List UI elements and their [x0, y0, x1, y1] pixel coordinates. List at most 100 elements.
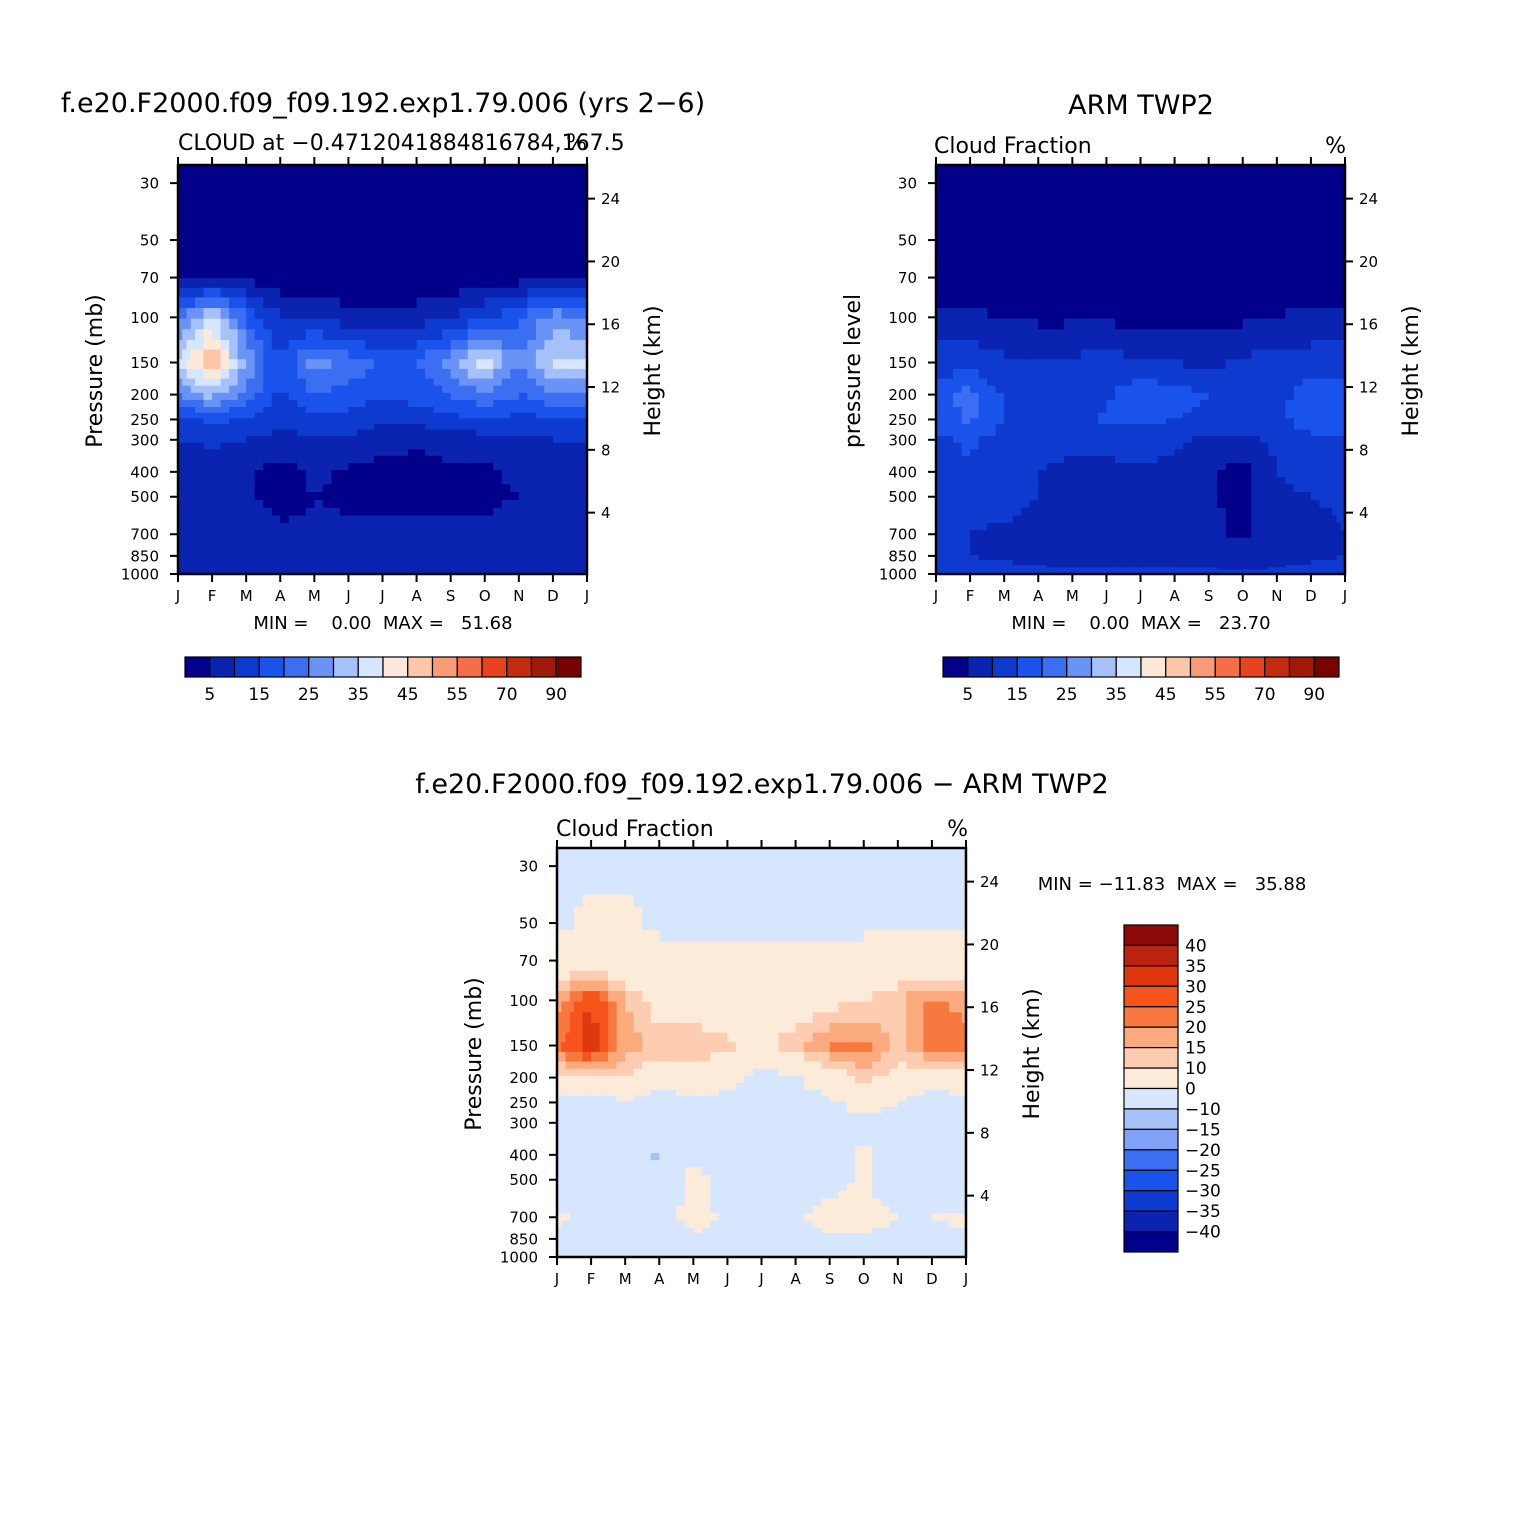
heatmap-cell — [417, 449, 426, 456]
heatmap-cell — [246, 393, 255, 401]
heatmap-cell — [536, 386, 545, 394]
heatmap-cell — [485, 470, 494, 478]
heatmap-cell — [1251, 379, 1260, 387]
heatmap-cell — [970, 340, 979, 350]
heatmap-cell — [1149, 329, 1158, 340]
heatmap-cell — [1149, 463, 1158, 471]
heatmap-cell — [527, 400, 536, 408]
heatmap-cell — [1141, 340, 1150, 350]
heatmap-cell — [1166, 200, 1175, 212]
heatmap-cell — [331, 329, 340, 340]
heatmap-cell — [996, 492, 1005, 500]
heatmap-cell — [374, 413, 383, 419]
heatmap-cell — [272, 508, 281, 516]
heatmap-cell — [1311, 200, 1320, 212]
heatmap-cell — [1328, 340, 1333, 350]
heatmap-cell — [434, 235, 443, 247]
heatmap-cell — [1106, 288, 1115, 298]
heatmap-cell — [1192, 492, 1201, 500]
heatmap-cell — [1294, 165, 1303, 177]
heatmap-cell — [519, 530, 528, 538]
heatmap-cell — [221, 477, 230, 485]
heatmap-cell — [1217, 477, 1226, 485]
heatmap-cell — [493, 418, 502, 424]
heatmap-cell — [357, 308, 366, 319]
heatmap-cell — [1192, 223, 1201, 235]
heatmap-cell — [280, 177, 289, 189]
heatmap-cell — [434, 492, 443, 500]
heatmap-cell — [365, 508, 374, 516]
heatmap-cell — [1055, 393, 1064, 401]
heatmap-cell — [383, 188, 392, 200]
heatmap-cell — [1209, 297, 1218, 308]
heatmap-cell — [493, 369, 502, 379]
heatmap-cell — [1332, 177, 1337, 189]
heatmap-cell — [400, 340, 409, 350]
heatmap-cell — [1055, 538, 1064, 546]
heatmap-cell — [187, 443, 192, 450]
heatmap-cell — [1183, 212, 1192, 224]
heatmap-cell — [1234, 443, 1243, 450]
heatmap-cell — [1260, 430, 1269, 437]
heatmap-cell — [1243, 308, 1252, 319]
heatmap-cell — [314, 308, 323, 319]
heatmap-cell — [221, 560, 230, 566]
heatmap-cell — [1004, 308, 1013, 319]
heatmap-cell — [306, 319, 315, 330]
heatmap-cell — [348, 550, 357, 556]
heatmap-cell — [182, 530, 187, 538]
heatmap-cell — [221, 369, 230, 379]
heatmap-cell — [374, 308, 383, 319]
heatmap-cell — [1047, 470, 1056, 478]
heatmap-cell — [1081, 400, 1090, 408]
heatmap-cell — [204, 463, 213, 471]
heatmap-cell — [1226, 400, 1235, 408]
heatmap-cell — [204, 359, 213, 369]
heatmap-cell — [408, 247, 417, 259]
heatmap-cell — [1098, 247, 1107, 259]
heatmap-cell — [1038, 359, 1047, 369]
heatmap-cell — [544, 308, 553, 319]
heatmap-cell — [536, 329, 545, 340]
heatmap-cell — [434, 500, 443, 508]
heatmap-cell — [1064, 492, 1073, 500]
heatmap-cell — [1200, 223, 1209, 235]
heatmap-cell — [1072, 350, 1081, 360]
heatmap-cell — [459, 484, 468, 492]
heatmap-cell — [940, 223, 945, 235]
heatmap-cell — [536, 530, 545, 538]
heatmap-cell — [527, 329, 536, 340]
heatmap-cell — [570, 555, 575, 561]
heatmap-cell — [1064, 235, 1073, 247]
heatmap-cell — [365, 369, 374, 379]
heatmap-cell — [1013, 247, 1022, 259]
heatmap-cell — [1123, 386, 1132, 394]
heatmap-cell — [996, 456, 1005, 464]
colorbar-label: 25 — [298, 685, 320, 705]
heatmap-cell — [212, 523, 221, 531]
heatmap-cell — [383, 538, 392, 546]
heatmap-cell — [962, 443, 971, 450]
heatmap-cell — [425, 413, 434, 419]
heatmap-cell — [459, 223, 468, 235]
heatmap-cell — [979, 449, 988, 456]
heatmap-cell — [949, 500, 954, 508]
heatmap-cell — [348, 379, 357, 387]
heatmap-cell — [408, 500, 417, 508]
heatmap-cell — [1192, 508, 1201, 516]
heatmap-cell — [1260, 259, 1269, 269]
heatmap-cell — [204, 515, 213, 523]
heatmap-cell — [1175, 477, 1184, 485]
heatmap-cell — [1226, 223, 1235, 235]
heatmap-cell — [1285, 492, 1294, 500]
heatmap-cell — [1158, 350, 1167, 360]
heatmap-cell — [1226, 430, 1235, 437]
heatmap-cell — [331, 268, 340, 278]
heatmap-cell — [272, 393, 281, 401]
colorbar-label: 45 — [397, 685, 419, 705]
heatmap-cell — [1149, 407, 1158, 413]
heatmap-cell — [323, 379, 332, 387]
heatmap-cell — [527, 379, 536, 387]
heatmap-cell — [383, 463, 392, 471]
heatmap-cell — [502, 550, 511, 556]
